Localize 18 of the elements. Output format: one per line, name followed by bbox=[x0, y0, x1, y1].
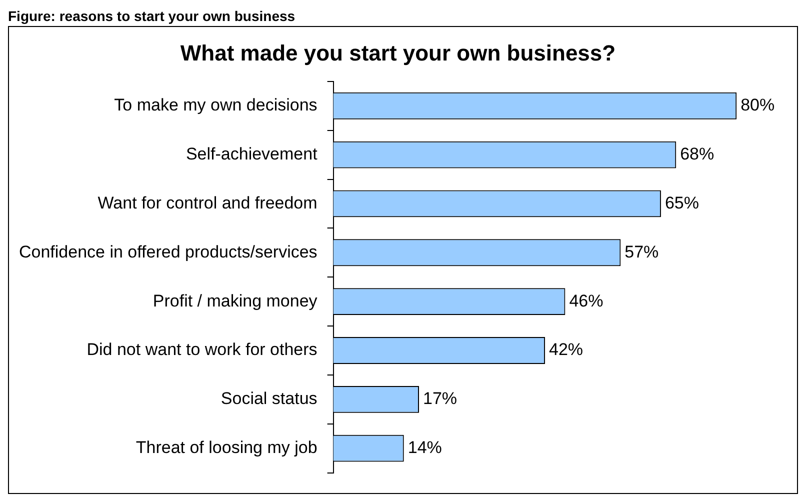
y-tick-label: Self-achievement bbox=[186, 144, 318, 164]
data-label: 42% bbox=[549, 340, 584, 360]
chart-title: What made you start your own business? bbox=[180, 40, 616, 66]
y-tick-label: Confidence in offered products/services bbox=[19, 242, 318, 262]
data-label: 14% bbox=[408, 438, 442, 458]
y-tick-label: Social status bbox=[220, 389, 318, 408]
text: Figure: reasons to start your own business bbox=[8, 8, 296, 26]
data-label: 57% bbox=[624, 242, 659, 262]
data-label: 65% bbox=[664, 193, 700, 212]
y-tick-label: To make my own decisions bbox=[114, 96, 318, 115]
data-label: 17% bbox=[422, 389, 458, 408]
data-label: 46% bbox=[569, 291, 604, 310]
data-label: 68% bbox=[680, 144, 714, 164]
y-tick-label: Did not want to work for others bbox=[86, 340, 318, 360]
y-tick-label: Threat of loosing my job bbox=[136, 438, 318, 458]
data-label: 80% bbox=[740, 96, 775, 115]
y-tick-label: Profit / making money bbox=[152, 291, 318, 310]
y-tick-label: Want for control and freedom bbox=[98, 193, 318, 212]
